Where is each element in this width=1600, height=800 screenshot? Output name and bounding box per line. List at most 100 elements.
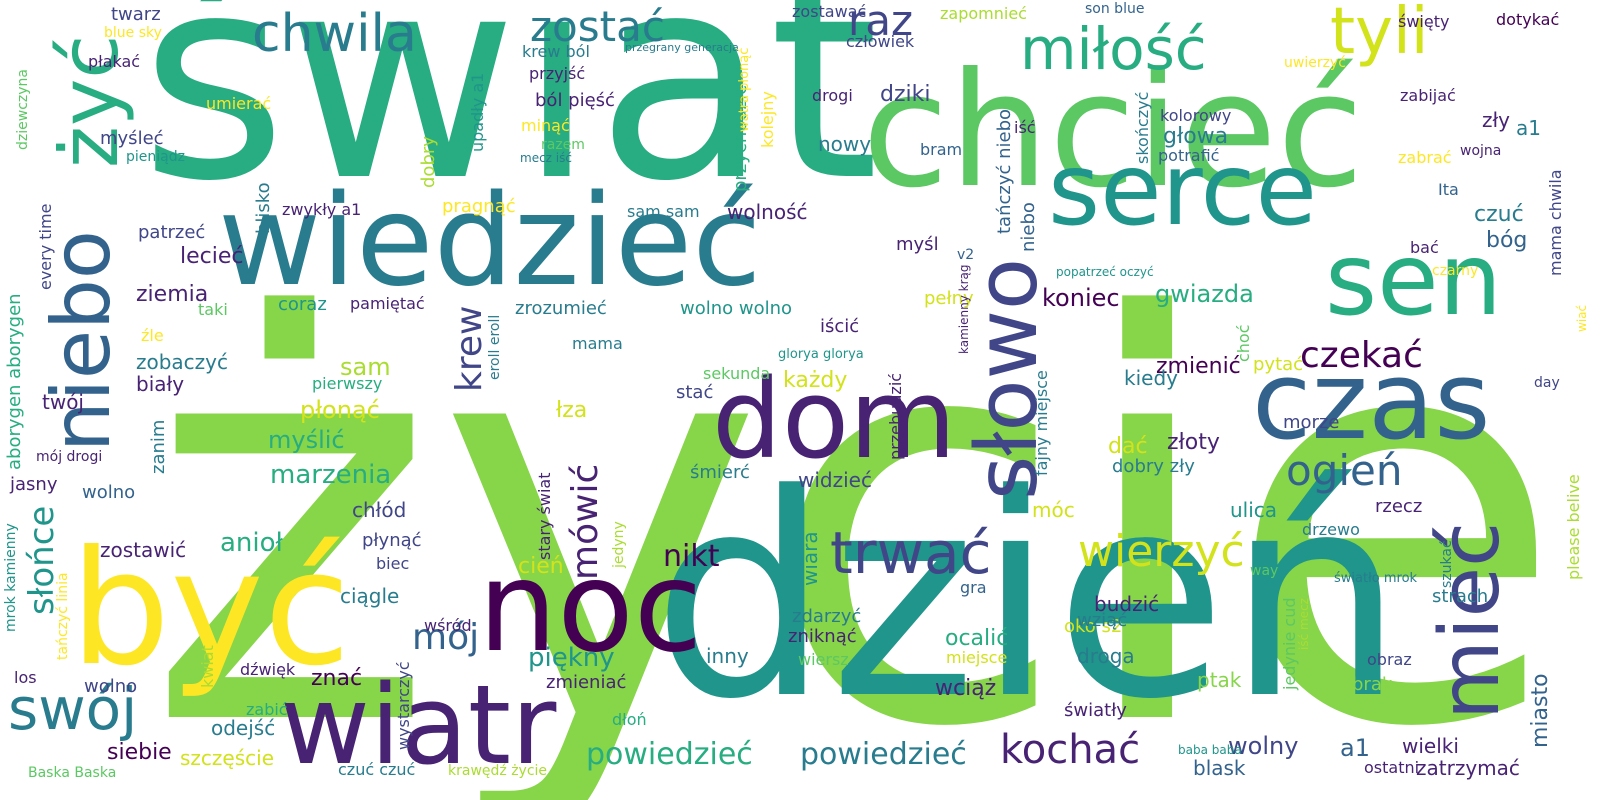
- cloud-word: ocalić: [945, 626, 1009, 651]
- cloud-word: głowa: [1163, 124, 1229, 149]
- cloud-word: jedynie cud: [1280, 597, 1299, 690]
- cloud-word: ból pięść: [535, 90, 615, 111]
- cloud-word: wolność: [727, 200, 808, 224]
- cloud-word: krew ból: [522, 42, 590, 61]
- cloud-word: nowy: [818, 132, 872, 156]
- cloud-word: glorya glorya: [778, 347, 864, 362]
- cloud-word: koniec: [1042, 284, 1120, 312]
- cloud-word: zobaczyć: [136, 350, 229, 374]
- cloud-word: wolno: [82, 482, 136, 503]
- cloud-word: taki: [198, 300, 228, 319]
- cloud-word: dłoń: [612, 710, 647, 729]
- cloud-word: ziemia: [136, 282, 209, 307]
- cloud-word: wciąż: [935, 676, 997, 701]
- cloud-word: stać: [676, 382, 714, 403]
- cloud-word: droga: [1077, 644, 1135, 668]
- cloud-word: inny: [706, 644, 749, 668]
- cloud-word: kiedy: [1124, 366, 1178, 390]
- cloud-word: iść: [1014, 118, 1036, 137]
- cloud-word: kochać: [1000, 727, 1141, 773]
- cloud-word: iścić: [820, 316, 860, 337]
- cloud-word: fajny miejsce: [1032, 370, 1051, 476]
- cloud-word: noc: [478, 535, 703, 680]
- cloud-word: cień: [518, 554, 564, 579]
- cloud-word: blue sky: [104, 25, 162, 41]
- cloud-word: zniknąć: [788, 626, 857, 647]
- cloud-word: jasny: [10, 474, 58, 495]
- cloud-word: przyjść: [529, 64, 586, 83]
- cloud-word: dom: [712, 355, 957, 483]
- cloud-word: światły: [1064, 700, 1127, 721]
- cloud-word: piękny: [528, 643, 615, 673]
- cloud-word: chłód: [352, 498, 407, 522]
- cloud-word: krawędź życie: [448, 763, 548, 779]
- cloud-word: rzecz: [1375, 496, 1423, 517]
- cloud-word: anioł: [220, 528, 283, 558]
- cloud-word: serce: [1048, 131, 1318, 248]
- cloud-word: strach: [1432, 586, 1489, 607]
- cloud-word: źle: [141, 326, 164, 345]
- cloud-word: czas: [1252, 339, 1491, 464]
- cloud-word: oko s2: [1064, 616, 1123, 637]
- cloud-word: pieniądz: [126, 149, 185, 165]
- cloud-word: potrafić: [1158, 146, 1220, 165]
- cloud-word: odejść: [211, 716, 276, 740]
- cloud-word: biały: [136, 372, 185, 396]
- cloud-word: baba baba: [1178, 743, 1242, 757]
- cloud-word: gwiazda: [1155, 280, 1254, 308]
- cloud-word: znać: [311, 666, 363, 691]
- cloud-word: każdy: [783, 368, 848, 393]
- cloud-word: płonąć: [300, 396, 380, 424]
- cloud-word: zmieniać: [546, 672, 627, 693]
- cloud-word: czarny: [1432, 263, 1479, 279]
- cloud-word: eroll eroll: [487, 314, 503, 380]
- cloud-word: tańczyć niebo: [994, 108, 1015, 234]
- cloud-word: every time: [36, 203, 55, 290]
- cloud-word: ogień: [1286, 446, 1403, 495]
- cloud-word: wiać: [1575, 304, 1589, 332]
- cloud-word: śmierć: [690, 462, 750, 483]
- cloud-word: uwierzyć: [1284, 55, 1346, 71]
- cloud-word: ostatni: [1364, 758, 1420, 777]
- cloud-word: świat: [140, 0, 880, 243]
- cloud-word: wiedzieć: [218, 167, 762, 314]
- cloud-word: zabijać: [1400, 86, 1456, 105]
- cloud-word: krew: [449, 305, 490, 392]
- cloud-word: słońce: [22, 505, 62, 615]
- cloud-word: wojna: [1460, 143, 1502, 159]
- cloud-word: mecz iść: [520, 151, 572, 165]
- cloud-word: trwać: [830, 519, 992, 587]
- cloud-word: czuć: [1474, 202, 1524, 227]
- cloud-word: móc: [1032, 498, 1075, 522]
- cloud-word: stary świat: [535, 472, 554, 561]
- cloud-word: bóg: [1486, 228, 1528, 253]
- cloud-word: zmienić: [1156, 354, 1241, 379]
- cloud-word: nikt: [663, 539, 720, 574]
- cloud-word: a1: [1516, 116, 1541, 140]
- cloud-word: morze: [1283, 412, 1340, 433]
- cloud-word: ptak: [1197, 668, 1242, 692]
- cloud-word: brak: [1352, 674, 1393, 695]
- cloud-word: Ita: [1438, 180, 1459, 199]
- cloud-word: sam sam: [627, 202, 700, 221]
- cloud-word: minąć: [521, 116, 570, 135]
- cloud-word: miasto: [1528, 673, 1553, 748]
- cloud-word: wiatr: [280, 661, 557, 789]
- cloud-word: pytać: [1253, 354, 1304, 375]
- cloud-word: tyli: [1330, 0, 1429, 69]
- cloud-word: dziewczyna: [15, 69, 31, 150]
- cloud-word: choć: [1234, 324, 1253, 362]
- cloud-word: życie: [145, 202, 1566, 800]
- cloud-word: chcieć: [862, 39, 1364, 223]
- cloud-word: miłość: [1020, 15, 1207, 83]
- cloud-word: biec: [376, 554, 410, 573]
- cloud-word: kolejny: [758, 91, 777, 148]
- cloud-word: son blue: [1085, 1, 1145, 17]
- cloud-word: dźwięk: [240, 660, 296, 679]
- cloud-word: myśl: [896, 234, 939, 255]
- cloud-word: chwila: [252, 4, 417, 64]
- cloud-word: lecieć: [180, 244, 244, 269]
- cloud-word: mój: [412, 617, 480, 658]
- cloud-word: ciągle: [340, 584, 400, 608]
- cloud-word: obraz: [1367, 650, 1412, 669]
